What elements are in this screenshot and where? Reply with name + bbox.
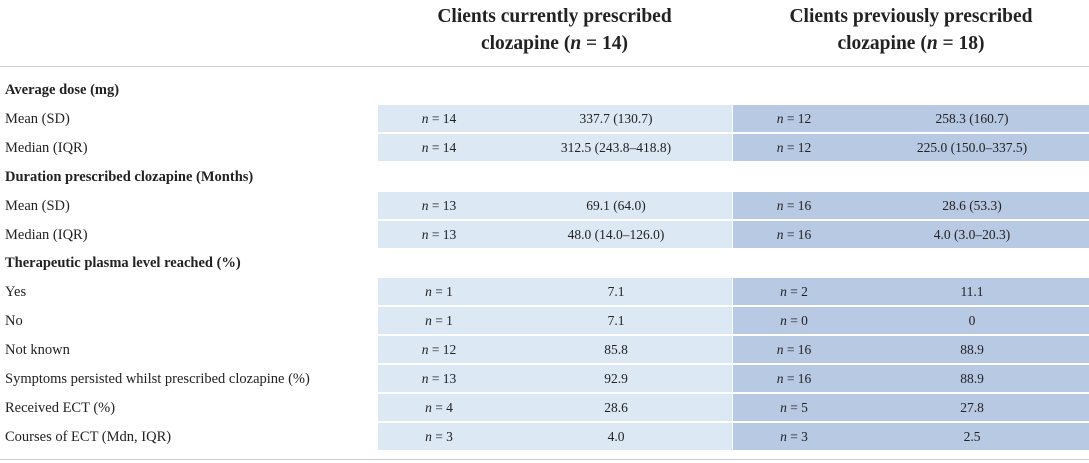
section-heading: Duration prescribed clozapine (Months) <box>5 168 254 185</box>
table-row: Yes n = 1 7.1 n = 2 11.1 <box>0 278 1089 307</box>
current-value-cell: 7.1 <box>500 278 732 307</box>
current-value-cell: 92.9 <box>500 365 732 393</box>
previous-value-cell: 4.0 (3.0–20.3) <box>855 220 1089 249</box>
row-label: Symptoms persisted whilst prescribed clo… <box>5 371 310 387</box>
current-value-cell: 85.8 <box>500 336 732 365</box>
previous-n-cell: n = 5 <box>733 393 855 422</box>
previous-n-cell: n = 0 <box>733 307 855 336</box>
current-n-cell: n = 12 <box>378 336 500 365</box>
row-separator <box>378 131 1089 133</box>
current-value-cell: 4.0 <box>500 422 732 451</box>
table-row: Mean (SD) n = 14 337.7 (130.7) n = 12 258.3 … <box>0 104 1089 133</box>
table-header: Clients currently prescribed clozapine (… <box>0 0 1089 69</box>
current-value-cell: 7.1 <box>500 307 732 336</box>
current-n-cell: n = 13 <box>378 191 500 220</box>
section-heading: Therapeutic plasma level reached (%) <box>5 255 241 272</box>
current-n-cell: n = 4 <box>378 393 500 422</box>
previous-value-cell: 2.5 <box>855 422 1089 451</box>
current-n-cell: n = 3 <box>378 422 500 451</box>
header-previous-line1: Clients previously prescribed <box>789 6 1033 27</box>
table-row: Received ECT (%) n = 4 28.6 n = 5 27.8 <box>0 393 1089 422</box>
previous-n-cell: n = 12 <box>733 133 855 162</box>
row-separator <box>378 218 1089 220</box>
current-value-cell: 337.7 (130.7) <box>500 104 732 133</box>
row-label: Not known <box>5 342 70 359</box>
previous-n-cell: n = 2 <box>733 278 855 307</box>
previous-value-cell: 88.9 <box>855 336 1089 365</box>
row-label: Median (IQR) <box>5 226 88 243</box>
current-n-cell: n = 1 <box>378 307 500 336</box>
section-row: Duration prescribed clozapine (Months) <box>0 163 1089 191</box>
current-n-cell: n = 13 <box>378 220 500 249</box>
previous-n-cell: n = 12 <box>733 104 855 133</box>
current-n-cell: n = 14 <box>378 104 500 133</box>
row-separator <box>378 334 1089 336</box>
row-label: Mean (SD) <box>5 197 70 214</box>
row-separator <box>378 420 1089 422</box>
previous-n-cell: n = 3 <box>733 422 855 451</box>
previous-value-cell: 88.9 <box>855 365 1089 393</box>
row-label: Mean (SD) <box>5 110 70 127</box>
header-current-line1: Clients currently prescribed <box>437 6 672 27</box>
row-label: Courses of ECT (Mdn, IQR) <box>5 428 172 445</box>
header-current-clozapine: Clients currently prescribed clozapine (… <box>378 0 731 69</box>
previous-n-cell: n = 16 <box>733 191 855 220</box>
header-previous-line2: clozapine (n = 18) <box>837 33 985 54</box>
current-n-cell: n = 1 <box>378 278 500 307</box>
previous-n-cell: n = 16 <box>733 336 855 365</box>
section-row: Average dose (mg) <box>0 76 1089 104</box>
previous-value-cell: 0 <box>855 307 1089 336</box>
row-separator <box>378 305 1089 307</box>
header-current-line2: clozapine (n = 14) <box>480 33 629 54</box>
row-separator <box>378 160 1089 162</box>
table-row: Courses of ECT (Mdn, IQR) n = 3 4.0 n = 3 2.… <box>0 422 1089 451</box>
header-previous-clozapine: Clients previously prescribed clozapine … <box>733 0 1089 69</box>
header-divider <box>0 66 1089 67</box>
table-bottom-divider <box>0 459 1089 460</box>
previous-value-cell: 225.0 (150.0–337.5) <box>855 133 1089 162</box>
row-separator <box>378 449 1089 451</box>
current-n-cell: n = 14 <box>378 133 500 162</box>
row-label: No <box>5 313 23 330</box>
row-label: Yes <box>5 284 27 301</box>
row-separator <box>378 247 1089 249</box>
previous-value-cell: 258.3 (160.7) <box>855 104 1089 133</box>
current-value-cell: 28.6 <box>500 393 732 422</box>
current-value-cell: 69.1 (64.0) <box>500 191 732 220</box>
table-row: Symptoms persisted whilst prescribed clo… <box>0 365 1089 393</box>
row-separator <box>378 363 1089 365</box>
current-n-cell: n = 13 <box>378 365 500 393</box>
section-row: Therapeutic plasma level reached (%) <box>0 249 1089 277</box>
previous-value-cell: 28.6 (53.3) <box>855 191 1089 220</box>
current-value-cell: 312.5 (243.8–418.8) <box>500 133 732 162</box>
row-separator <box>378 392 1089 393</box>
table-row: Median (IQR) n = 14 312.5 (243.8–418.8) n =… <box>0 133 1089 162</box>
row-label: Received ECT (%) <box>5 399 116 416</box>
section-heading: Average dose (mg) <box>5 82 120 98</box>
previous-value-cell: 27.8 <box>855 393 1089 422</box>
table-row: Median (IQR) n = 13 48.0 (14.0–126.0) n = 1… <box>0 220 1089 249</box>
previous-n-cell: n = 16 <box>733 220 855 249</box>
row-label: Median (IQR) <box>5 139 88 156</box>
previous-value-cell: 11.1 <box>855 278 1089 307</box>
table-row: Mean (SD) n = 13 69.1 (64.0) n = 16 28.6 (53… <box>0 191 1089 220</box>
current-value-cell: 48.0 (14.0–126.0) <box>500 220 732 249</box>
table-row: Not known n = 12 85.8 n = 16 88.9 <box>0 336 1089 365</box>
previous-n-cell: n = 16 <box>733 365 855 393</box>
